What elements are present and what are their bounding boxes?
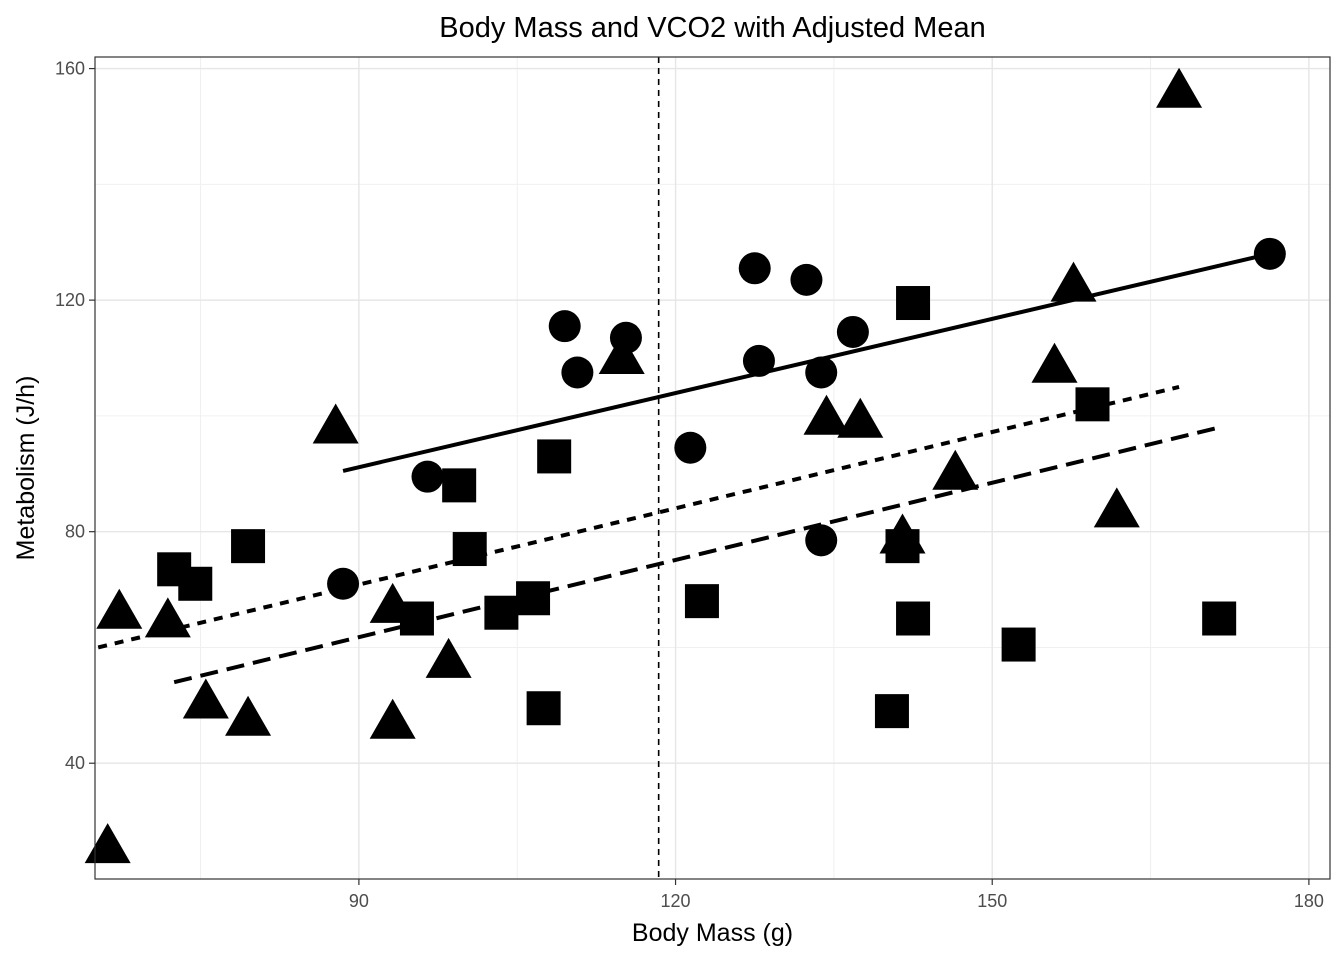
x-tick-label: 90 <box>349 891 369 911</box>
circle-point <box>742 344 775 377</box>
triangle-point <box>1093 487 1140 528</box>
triangle-point <box>598 334 645 375</box>
fit-lines <box>97 251 1271 685</box>
triangle-point <box>932 449 979 490</box>
circle-point <box>738 252 771 285</box>
square-point <box>874 694 909 729</box>
triangle-point <box>1031 342 1078 383</box>
triangle-point <box>84 823 131 864</box>
y-axis-title: Metabolism (J/h) <box>12 376 40 561</box>
x-tick-label: 180 <box>1294 891 1324 911</box>
square-point <box>684 584 719 619</box>
y-tick-label: 80 <box>65 522 85 542</box>
triangle-point <box>225 695 272 736</box>
square-point <box>896 286 931 321</box>
square-point <box>484 595 519 630</box>
x-axis-title: Body Mass (g) <box>632 919 793 947</box>
x-tick-label: 120 <box>661 891 691 911</box>
triangle-point <box>425 637 472 678</box>
y-tick-label: 120 <box>55 290 85 310</box>
triangle-point <box>96 588 143 629</box>
chart-title: Body Mass and VCO2 with Adjusted Mean <box>439 12 985 44</box>
circle-fit-line <box>342 251 1271 473</box>
square-point <box>231 529 266 564</box>
circle-point <box>836 315 869 348</box>
square-point <box>526 691 561 726</box>
square-fit-line <box>173 425 1220 685</box>
circle-point <box>805 356 838 389</box>
square-point <box>178 566 213 601</box>
triangle-point <box>803 394 850 435</box>
circle-point <box>805 524 838 557</box>
square-point <box>896 601 931 636</box>
circle-point <box>548 310 581 343</box>
triangle-point <box>837 397 884 438</box>
circle-point <box>327 567 360 600</box>
grid <box>95 57 1330 879</box>
square-point <box>442 468 477 503</box>
data-points <box>84 67 1286 864</box>
square-point <box>516 581 551 616</box>
circle-point <box>411 460 444 493</box>
triangle-point <box>182 678 229 719</box>
y-tick-label: 40 <box>65 753 85 773</box>
triangle-point <box>369 582 416 623</box>
triangle-point <box>879 513 926 554</box>
triangle-point <box>369 698 416 739</box>
square-point <box>1075 387 1110 422</box>
triangle-point <box>312 403 359 444</box>
circle-point <box>1253 237 1286 270</box>
square-point <box>1202 601 1237 636</box>
circle-point <box>561 356 594 389</box>
y-tick-label: 160 <box>55 59 85 79</box>
circle-point <box>674 431 707 464</box>
circle-point <box>790 263 823 296</box>
square-point <box>1001 627 1036 662</box>
square-point <box>537 439 572 474</box>
triangle-point <box>144 597 191 638</box>
triangle-point <box>1050 261 1097 302</box>
triangle-fit-line <box>97 385 1180 650</box>
panel-border <box>94 56 1331 880</box>
x-tick-label: 150 <box>977 891 1007 911</box>
axis-ticks: 90 120 150 180 40 80 120 160 <box>55 59 1324 911</box>
square-point <box>452 532 487 567</box>
triangle-point <box>1156 67 1203 108</box>
